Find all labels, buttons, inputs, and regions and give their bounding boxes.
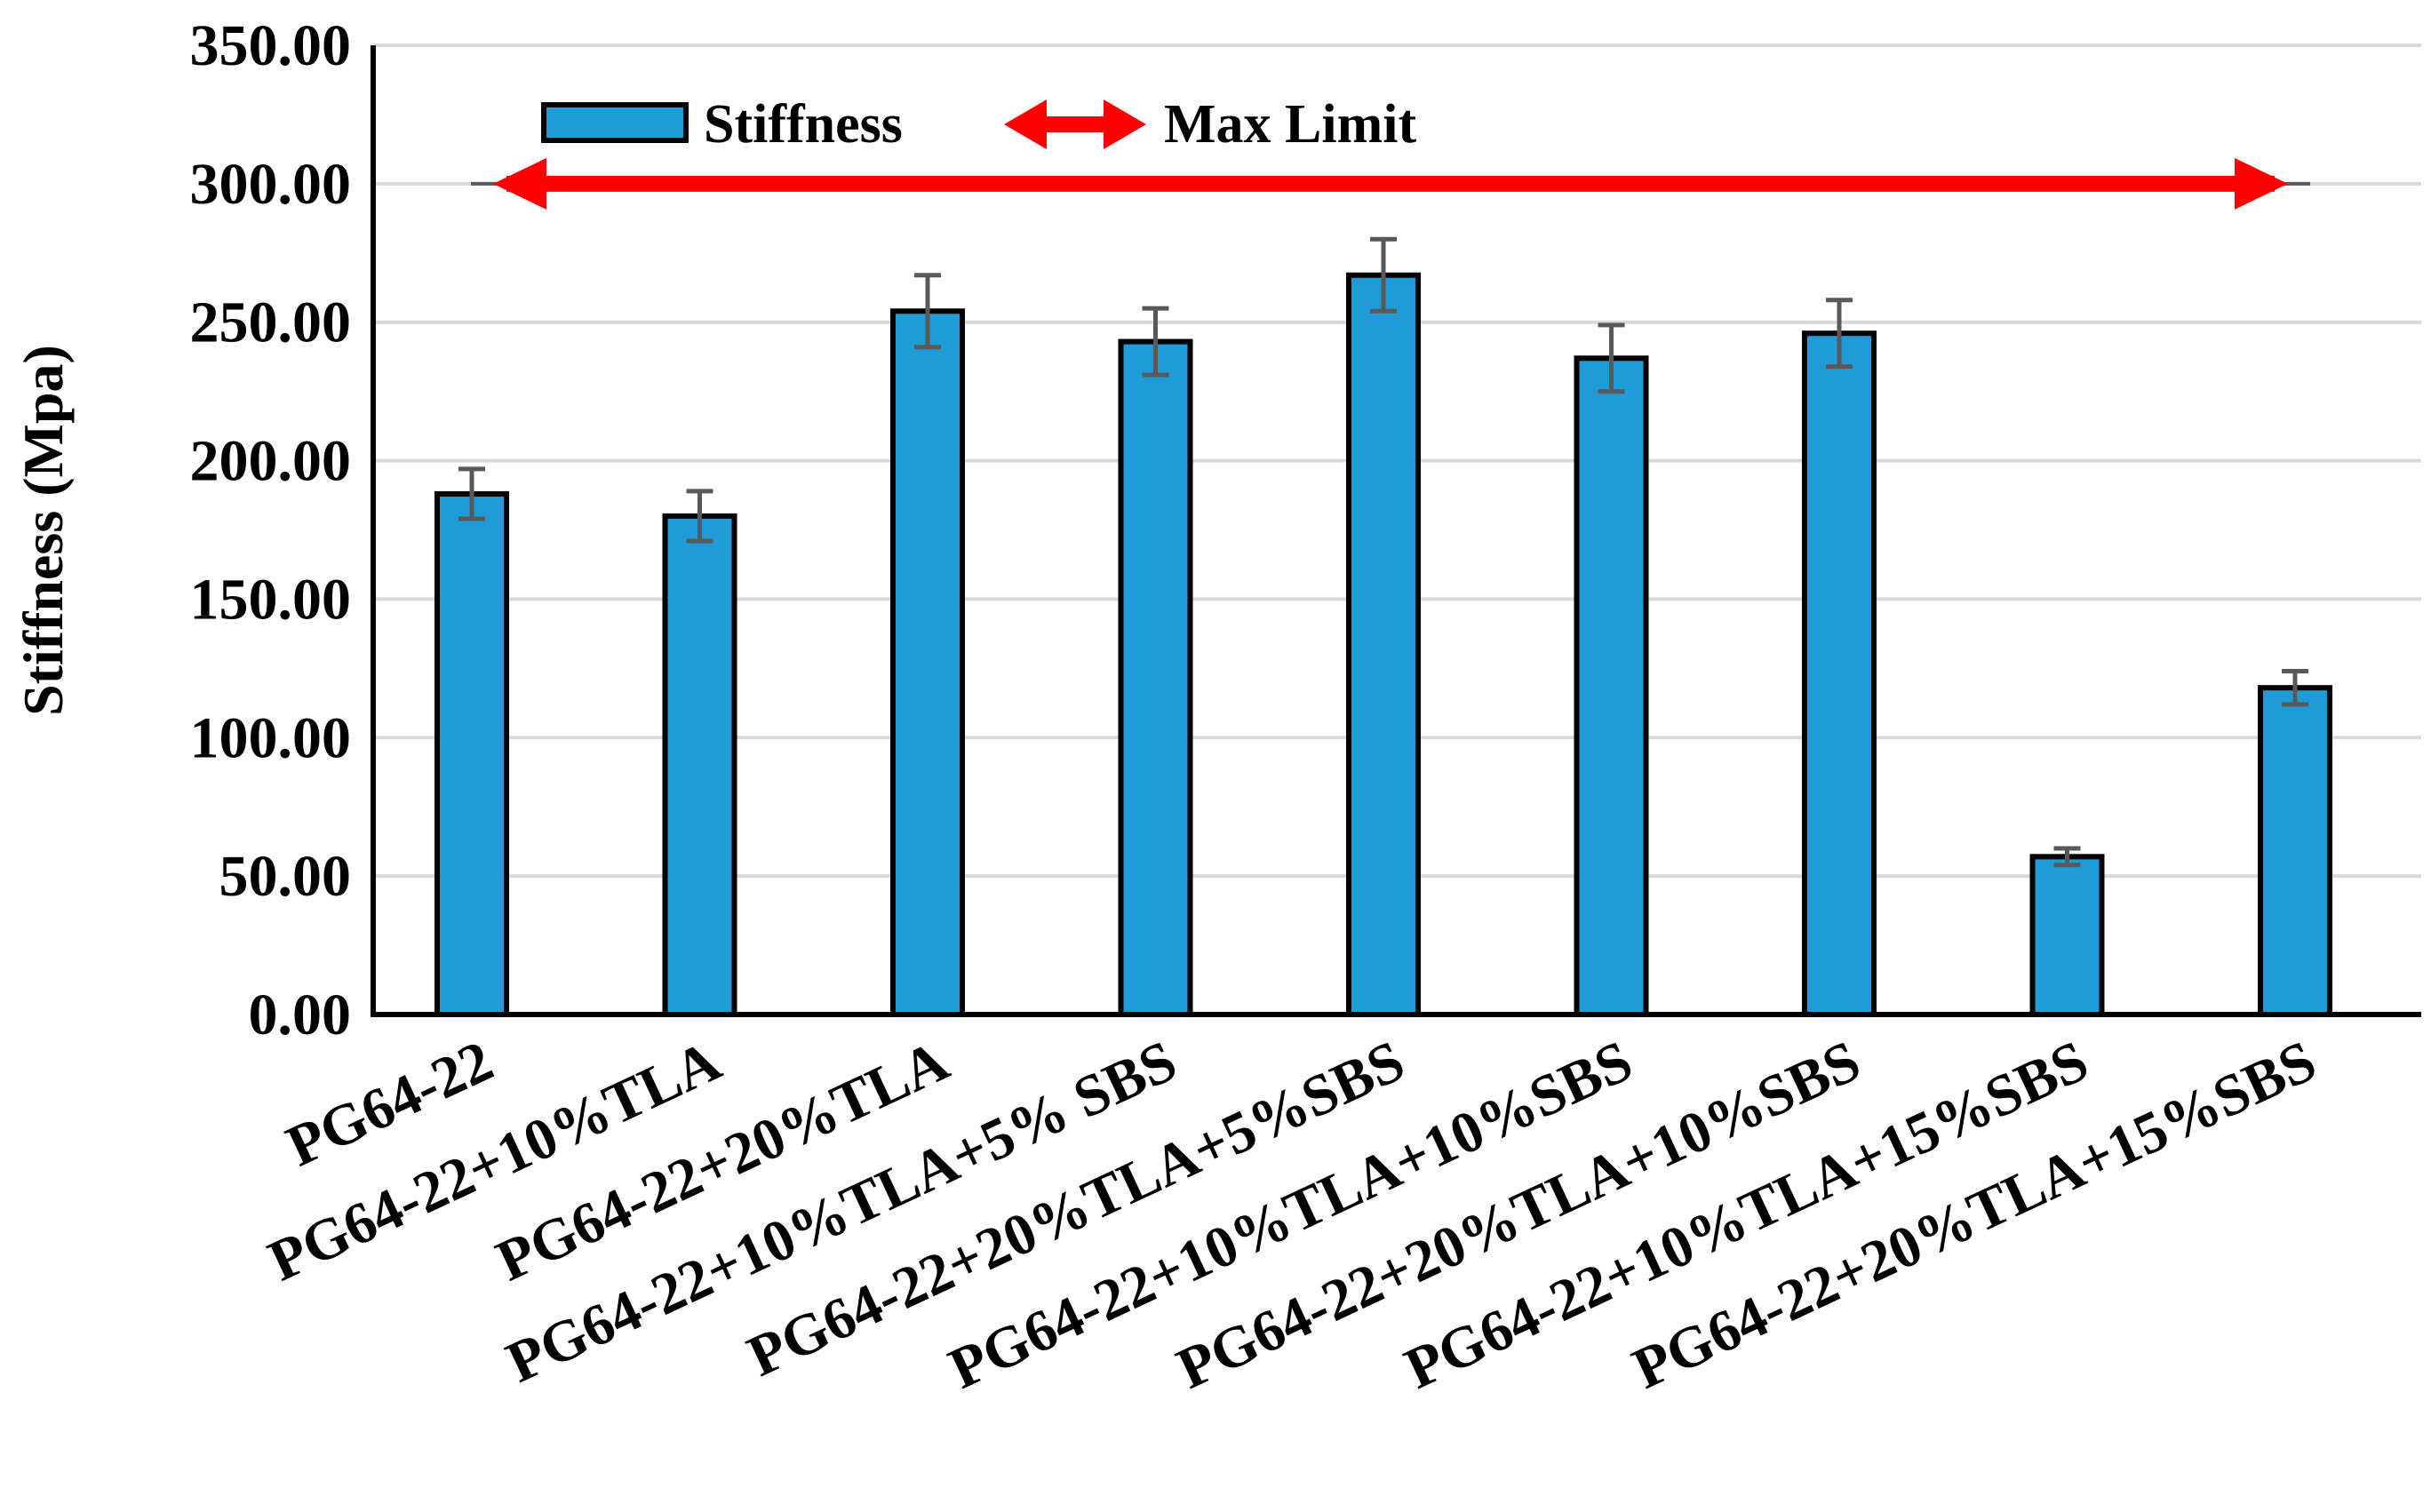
error-bars	[458, 236, 2308, 868]
y-tick-label: 300.00	[190, 152, 352, 217]
y-tick-labels: 0.00 50.00 100.00 150.00 200.00 250.00 300.00 3…	[190, 13, 352, 1047]
max-limit-line	[471, 157, 2310, 210]
error-bar	[686, 489, 713, 544]
bar	[1118, 338, 1193, 1017]
y-tick-label: 0.00	[249, 983, 352, 1047]
axes	[371, 45, 2421, 1017]
y-tick-label: 100.00	[190, 705, 352, 770]
y-tick-label: 350.00	[190, 13, 352, 78]
error-bar	[458, 466, 485, 521]
bar	[2258, 685, 2332, 1017]
error-bar	[1826, 298, 1853, 370]
y-tick-label: 250.00	[190, 290, 352, 355]
bar	[1574, 355, 1649, 1018]
bar	[2029, 854, 2105, 1018]
error-bar	[1142, 306, 1169, 378]
legend-max-limit-label: Max Limit	[1164, 94, 1416, 155]
y-tick-label: 50.00	[219, 844, 352, 909]
error-bar	[914, 273, 941, 350]
bar	[434, 490, 509, 1017]
legend-stiffness-swatch	[541, 102, 689, 143]
y-axis-label: Stiffness (Mpa)	[12, 345, 75, 716]
y-tick-label: 150.00	[190, 567, 352, 632]
bars	[434, 272, 2332, 1018]
x-tick-labels: PG64-22PG64-22+10%TLAPG64-22+20%TLAPG64-…	[259, 1028, 2326, 1401]
bar	[890, 308, 965, 1017]
legend-stiffness-label: Stiffness	[704, 94, 903, 155]
error-bar	[1370, 236, 1397, 314]
max-limit-shaft	[506, 175, 2275, 192]
legend-max-limit-arrow	[1004, 99, 1146, 149]
error-bar	[1598, 322, 1625, 394]
bar	[1346, 272, 1421, 1018]
max-limit-arrowhead-left	[493, 157, 546, 210]
legend: Stiffness Max Limit	[541, 94, 1416, 155]
max-limit-arrowhead-right	[2235, 157, 2288, 210]
y-tick-label: 200.00	[190, 429, 352, 494]
error-bar	[2053, 846, 2081, 868]
bar	[662, 513, 737, 1017]
error-bar	[2282, 668, 2308, 707]
bar	[1802, 330, 1877, 1017]
